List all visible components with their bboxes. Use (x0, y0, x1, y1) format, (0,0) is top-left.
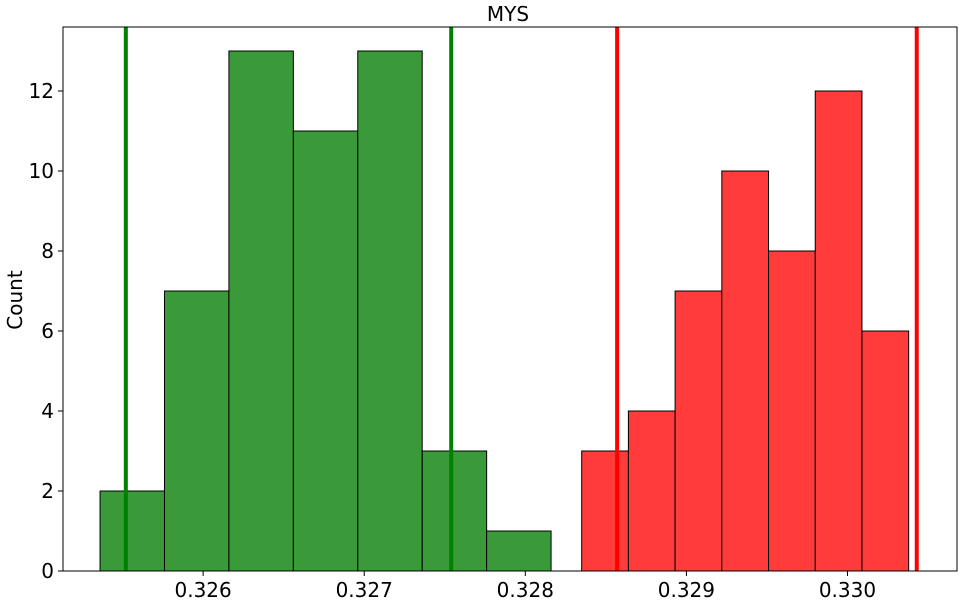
histogram-bar-s0-b0 (99, 490, 165, 572)
y-axis-ticks: 0 2 4 6 8 10 12 (29, 79, 63, 583)
x-tick-label: 0.326 (175, 578, 232, 602)
histogram-bar-s0-b3 (292, 130, 359, 572)
histogram-bar-s1-b4 (768, 250, 816, 572)
y-tick-label: 10 (29, 159, 54, 183)
x-tick-label: 0.328 (497, 578, 554, 602)
y-tick-label: 12 (29, 79, 54, 103)
histogram-bar-s0-b6 (486, 530, 552, 572)
histogram-bar-s0-b2 (228, 50, 294, 572)
bars-layer (99, 50, 910, 572)
y-axis-label: Count (3, 270, 27, 330)
histogram-bar-s1-b1 (627, 410, 676, 572)
histogram-bar-s1-b5 (814, 90, 863, 572)
x-tick-label: 0.327 (336, 578, 393, 602)
y-tick-label: 6 (41, 319, 54, 343)
histogram-bar-s1-b0 (581, 450, 629, 572)
y-tick-label: 2 (41, 479, 54, 503)
x-tick-label: 0.329 (658, 578, 715, 602)
x-axis-ticks: 0.326 0.327 0.328 0.329 0.330 (175, 571, 876, 602)
y-tick-label: 8 (41, 239, 54, 263)
histogram-bar-s1-b3 (721, 170, 770, 572)
x-tick-label: 0.330 (819, 578, 876, 602)
plot-frame (62, 26, 958, 572)
histogram-bar-s1-b2 (674, 290, 723, 572)
y-tick-label: 0 (41, 559, 54, 583)
histogram-bar-s0-b4 (357, 50, 423, 572)
histogram-bar-s0-b1 (163, 290, 230, 572)
chart-title: MYS (487, 2, 529, 26)
reference-lines-layer (123, 27, 919, 571)
y-tick-label: 4 (41, 399, 54, 423)
histogram-bar-s0-b5 (421, 450, 488, 572)
histogram-bar-s1-b6 (861, 330, 910, 572)
